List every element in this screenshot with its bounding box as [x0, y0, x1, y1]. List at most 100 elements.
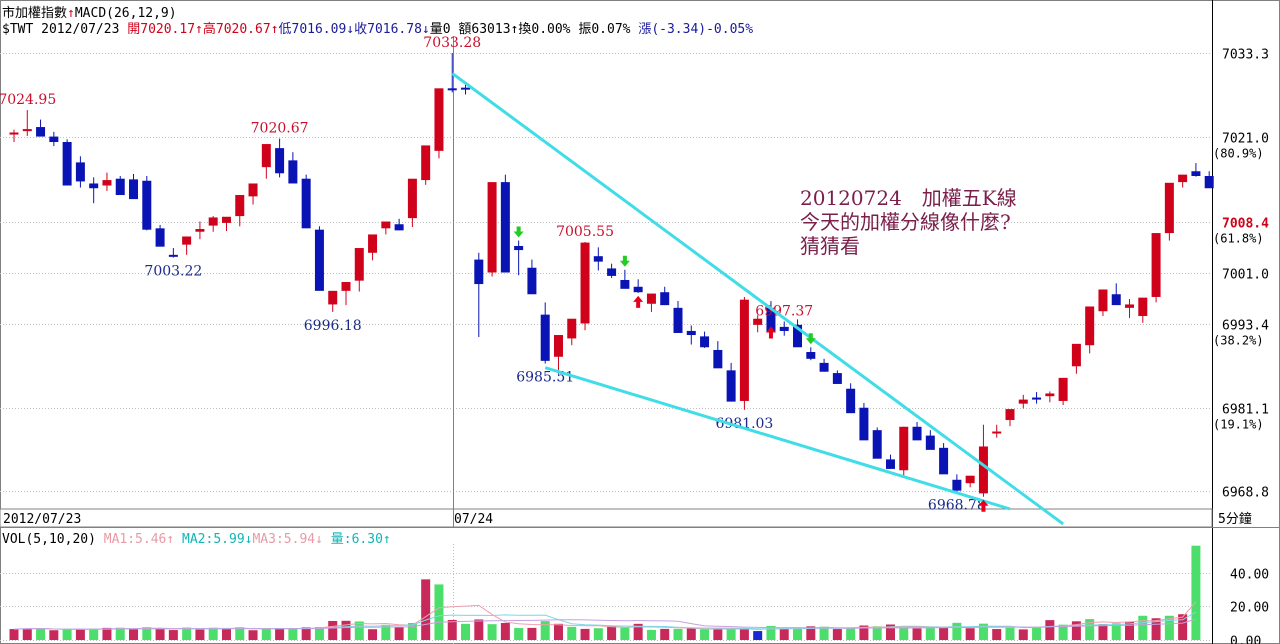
close-value: 收7016.78↓: [354, 22, 430, 37]
volume-bar: [620, 627, 630, 640]
candle-body: [75, 162, 85, 182]
volume-bar: [500, 622, 510, 640]
volume-bar: [115, 627, 125, 640]
volume-bar: [925, 627, 935, 640]
volume-bar: [1191, 545, 1201, 640]
volume-bar: [275, 628, 285, 640]
candle-body: [328, 290, 338, 305]
volume-bar: [660, 628, 670, 640]
candle-body: [567, 318, 577, 339]
candle-body: [713, 349, 723, 369]
volume-bar: [208, 627, 218, 640]
volume-ma1: MA1:5.46↑: [103, 532, 175, 547]
volume-bar: [739, 628, 749, 640]
candle-body: [288, 160, 298, 184]
volume-bar: [819, 626, 829, 640]
candle-body: [36, 127, 46, 137]
candle-body: [686, 330, 696, 336]
volume-bar: [421, 579, 431, 640]
volume-bar: [832, 629, 842, 640]
high-price-label: 7005.55: [556, 224, 614, 240]
volume-bar: [341, 620, 351, 640]
candle-body: [553, 335, 563, 357]
candle-body: [129, 179, 139, 200]
candle-body: [832, 373, 842, 384]
volume-bar: [235, 627, 245, 640]
volume-bar: [580, 628, 590, 640]
volume-bar: [553, 623, 563, 640]
candle-body: [155, 228, 165, 247]
volume-bar: [1085, 619, 1095, 640]
candle-body: [819, 362, 829, 372]
candle-body: [421, 145, 431, 181]
candle-body: [1005, 409, 1015, 420]
candle-body: [700, 336, 710, 348]
annotation-line3: 猜猜看: [800, 234, 860, 258]
time-axis-row: [0, 508, 1213, 528]
volume-bar: [872, 626, 882, 640]
low-price-label: 6985.51: [516, 370, 574, 386]
candle-body: [301, 178, 311, 229]
candle-body: [1058, 377, 1068, 401]
volume-bar: [593, 628, 603, 640]
candle-body: [208, 217, 218, 226]
candle-body: [195, 229, 205, 232]
price-tick-label: 6968.8: [1222, 486, 1269, 501]
volume-qty: 量:6.30↑: [330, 532, 391, 547]
candle-body: [1164, 182, 1174, 234]
volume-bar: [22, 628, 32, 640]
price-tick-pct: (19.1%): [1213, 418, 1264, 432]
volume-ma2: MA2:5.99↓: [182, 532, 253, 547]
candle-body: [978, 446, 988, 494]
volume-bar: [514, 628, 524, 640]
volume-bar: [1005, 627, 1015, 640]
volume-bar: [992, 629, 1002, 640]
candle-body: [368, 234, 378, 253]
candle-body: [885, 459, 895, 469]
candle-body: [1045, 393, 1055, 397]
candle-body: [899, 426, 909, 471]
high-price-label: 7020.67: [251, 121, 309, 137]
price-tick-label: 7033.3: [1222, 48, 1269, 63]
volume-bar: [1164, 615, 1174, 640]
sell-arrow-icon: [619, 255, 630, 267]
candle-body: [500, 182, 510, 273]
candle-body: [939, 447, 949, 475]
candle-body: [965, 475, 975, 484]
volume-bar: [978, 623, 988, 640]
candle-body: [461, 87, 471, 90]
volume-bar: [354, 621, 364, 640]
volume-bar: [1098, 624, 1108, 640]
candle-body: [673, 307, 683, 333]
volume-bar: [381, 624, 391, 640]
low-price-label: 7003.22: [144, 264, 202, 280]
candle-body: [580, 242, 590, 324]
candle-body: [779, 326, 789, 331]
volume-tick-label: 0.00: [1230, 635, 1261, 644]
candle-body: [633, 286, 643, 293]
volume-bar: [567, 626, 577, 640]
candle-body: [806, 352, 816, 359]
volume-tick-label: 40.00: [1230, 568, 1269, 583]
candle-body: [1151, 233, 1161, 297]
price-tick-label: 6993.4: [1222, 319, 1269, 334]
volume-bar: [1111, 623, 1121, 640]
volume-bar: [633, 623, 643, 640]
volume-bar: [75, 629, 85, 640]
candle-body: [474, 259, 484, 285]
chart-header-line1: 市加權指數↑MACD(26,12,9): [2, 2, 177, 21]
candle-body: [221, 216, 231, 223]
low-value: 低7016.09↓: [278, 22, 355, 37]
volume-bar: [155, 628, 165, 640]
volume-bar: [168, 630, 178, 640]
volume-bar: [846, 628, 856, 640]
volume-bar: [766, 626, 776, 640]
volume-bar: [1018, 629, 1028, 640]
candle-body: [447, 88, 457, 91]
candle-body: [620, 279, 630, 289]
volume-bar: [1178, 614, 1188, 640]
volume-bar: [700, 629, 710, 640]
volume-bar: [885, 624, 895, 640]
price-tick-label: 6981.1: [1222, 403, 1269, 418]
volume-bar: [36, 628, 46, 640]
